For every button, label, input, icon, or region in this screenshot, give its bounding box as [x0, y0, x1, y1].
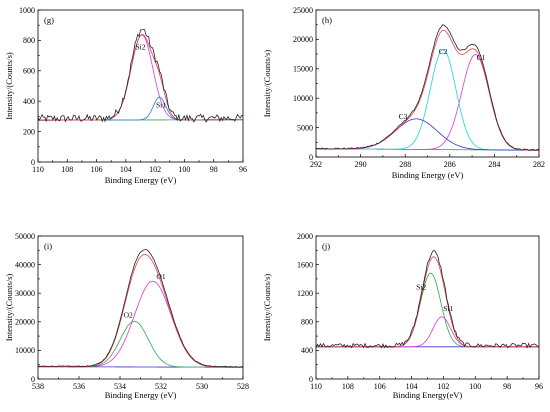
- x-tick-label: 530: [196, 382, 208, 391]
- plot-frame: [315, 235, 540, 380]
- x-tick-label: 282: [533, 160, 545, 169]
- x-tick-label: 534: [114, 382, 126, 391]
- x-tick-label: 290: [355, 160, 367, 169]
- x-tick-label: 102: [149, 165, 161, 174]
- x-tick-label: 100: [178, 165, 190, 174]
- plot-frame: [315, 9, 540, 158]
- peak-o2-line: [38, 320, 243, 368]
- peak-label-si2: Si2: [135, 43, 145, 52]
- y-tick-label: 1200: [297, 289, 313, 298]
- y-tick-label: 20000: [293, 35, 313, 44]
- x-tick-label: 110: [32, 165, 44, 174]
- y-axis-label: Intensity/(Counts/s): [4, 52, 14, 120]
- y-tick-label: 5000: [297, 123, 313, 132]
- peak-c3-line: [316, 118, 539, 151]
- y-tick-label: 0: [309, 375, 313, 384]
- y-axis-label: Intensity/(Counts/s): [262, 274, 272, 342]
- x-tick-label: 536: [73, 382, 85, 391]
- y-tick-label: 1600: [297, 260, 313, 269]
- panel-label: (g): [44, 15, 54, 25]
- y-tick-label: 1000: [19, 6, 35, 15]
- y-tick-label: 600: [23, 67, 35, 76]
- y-tick-label: 800: [301, 318, 313, 327]
- y-tick-label: 20000: [15, 318, 35, 327]
- y-tick-label: 10000: [15, 346, 35, 355]
- peak-c2-line: [316, 49, 539, 151]
- chart-panel-2: 538 536 534 532 530 528 0 10000 20000 30000 40000 5…: [4, 232, 249, 400]
- y-axis-label: Intensity/(Counts/s): [262, 50, 272, 118]
- y-tick-label: 0: [31, 158, 35, 167]
- peak-si2-line: [316, 272, 539, 348]
- x-axis-label: Binding Energy(eV): [393, 390, 463, 400]
- raw-data-line: [316, 24, 539, 151]
- envelope-line: [38, 254, 243, 368]
- x-axis-label: Binding Energy (eV): [105, 175, 177, 185]
- chart-panel-0: 110 108 106 104 102 100 98 96 0 200 400 600 800 1000 B…: [4, 6, 247, 185]
- x-tick-label: 108: [342, 382, 354, 391]
- x-tick-label: 528: [237, 382, 249, 391]
- x-axis-label: Binding Energy (eV): [392, 170, 464, 180]
- x-tick-label: 96: [535, 382, 543, 391]
- y-tick-label: 800: [23, 36, 35, 45]
- raw-data-line: [38, 29, 243, 123]
- x-tick-label: 106: [374, 382, 386, 391]
- peak-label-c2: C2: [439, 47, 448, 56]
- peak-label-o2: O2: [124, 311, 133, 320]
- peak-label-si1: Si1: [156, 100, 166, 109]
- x-tick-label: 110: [310, 382, 322, 391]
- y-tick-label: 200: [23, 127, 35, 136]
- y-tick-label: 40000: [15, 260, 35, 269]
- peak-si1-line: [316, 316, 539, 348]
- x-tick-label: 284: [488, 160, 500, 169]
- x-tick-label: 104: [406, 382, 418, 391]
- y-tick-label: 0: [31, 375, 35, 384]
- envelope-line: [38, 34, 243, 121]
- x-tick-label: 108: [61, 165, 73, 174]
- y-tick-label: 2000: [297, 232, 313, 241]
- y-axis-label: Intensity/(Counts/s): [4, 274, 14, 342]
- peak-label-c1: C1: [477, 53, 486, 62]
- x-tick-label: 98: [210, 165, 218, 174]
- y-tick-label: 0: [309, 153, 313, 162]
- peak-o1-line: [38, 280, 243, 368]
- plot-frame: [37, 9, 244, 163]
- x-tick-label: 98: [503, 382, 511, 391]
- raw-data-line: [316, 250, 539, 349]
- peak-label-c3: C3: [399, 112, 408, 121]
- plot-frame: [37, 235, 244, 380]
- peak-label-si2: Si2: [416, 283, 426, 292]
- x-axis-label: Binding Energy (eV): [105, 390, 177, 400]
- chart-panel-3: 110 108 106 104 102 100 98 96 0 400 800 1200 1600 200…: [262, 232, 543, 400]
- x-tick-label: 100: [469, 382, 481, 391]
- envelope-line: [316, 256, 539, 348]
- panel-label: (j): [322, 241, 330, 251]
- y-tick-label: 15000: [293, 65, 313, 74]
- x-tick-label: 106: [91, 165, 103, 174]
- chart-panel-1: 292 290 288 286 284 282 0 5000 10000 15000 20000 25…: [262, 6, 545, 180]
- envelope-line: [316, 29, 539, 151]
- x-tick-label: 292: [310, 160, 322, 169]
- x-tick-label: 96: [239, 165, 247, 174]
- x-tick-label: 104: [120, 165, 132, 174]
- y-tick-label: 25000: [293, 6, 313, 15]
- peak-label-o1: O1: [156, 272, 165, 281]
- x-tick-label: 288: [399, 160, 411, 169]
- y-tick-label: 400: [23, 97, 35, 106]
- x-tick-label: 538: [32, 382, 44, 391]
- x-tick-label: 286: [444, 160, 456, 169]
- panel-label: (i): [44, 241, 52, 251]
- y-tick-label: 30000: [15, 289, 35, 298]
- x-tick-label: 102: [437, 382, 449, 391]
- peak-label-si1: Si1: [443, 304, 453, 313]
- y-tick-label: 50000: [15, 232, 35, 241]
- y-tick-label: 10000: [293, 94, 313, 103]
- raw-data-line: [38, 249, 243, 368]
- panel-label: (h): [322, 15, 332, 25]
- y-tick-label: 400: [301, 346, 313, 355]
- x-tick-label: 532: [155, 382, 167, 391]
